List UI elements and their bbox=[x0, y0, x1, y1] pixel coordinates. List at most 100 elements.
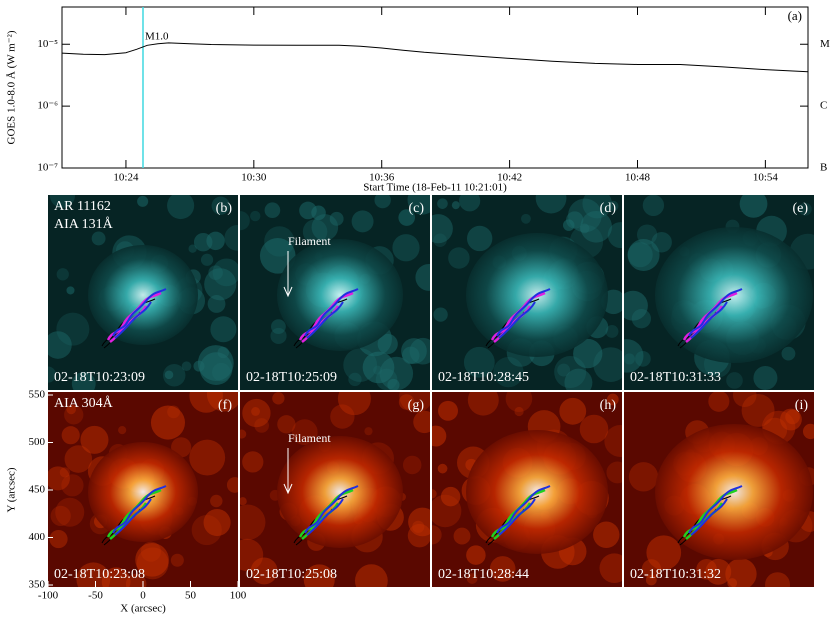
texture bbox=[203, 508, 231, 537]
y2-tick-label: M bbox=[820, 38, 830, 50]
texture bbox=[254, 418, 269, 433]
texture bbox=[651, 231, 672, 253]
contour bbox=[496, 288, 551, 339]
texture bbox=[48, 366, 57, 383]
texture bbox=[48, 331, 72, 359]
texture bbox=[559, 397, 587, 425]
texture bbox=[466, 545, 486, 565]
panel-label: (c) bbox=[408, 201, 424, 216]
texture bbox=[726, 372, 743, 389]
image-content bbox=[240, 195, 430, 390]
texture bbox=[392, 234, 420, 262]
image-panel: (g) 02-18T10:25:08 Filament bbox=[240, 392, 430, 587]
texture bbox=[624, 290, 648, 321]
texture bbox=[627, 239, 660, 271]
texture bbox=[250, 210, 261, 222]
texture bbox=[64, 405, 84, 425]
texture bbox=[466, 573, 478, 584]
texture bbox=[277, 415, 296, 434]
texture bbox=[118, 426, 127, 435]
texture bbox=[415, 263, 430, 291]
texture bbox=[240, 504, 266, 540]
plot-frame bbox=[61, 6, 809, 169]
texture bbox=[197, 345, 234, 381]
texture bbox=[271, 319, 286, 335]
texture bbox=[125, 573, 147, 587]
texture bbox=[163, 364, 186, 387]
texture bbox=[593, 521, 620, 548]
texture bbox=[802, 423, 814, 440]
y-tick-label: 450 bbox=[29, 484, 46, 496]
texture bbox=[408, 507, 430, 537]
texture bbox=[240, 429, 247, 439]
texture bbox=[448, 247, 470, 269]
x-tick-label: 10:42 bbox=[497, 172, 522, 184]
texture bbox=[226, 477, 238, 493]
image-content bbox=[48, 195, 238, 390]
texture bbox=[433, 233, 447, 247]
texture bbox=[259, 237, 296, 274]
texture bbox=[101, 567, 131, 587]
y-tick-label: 10⁻⁵ bbox=[37, 38, 58, 50]
texture bbox=[505, 392, 533, 413]
texture bbox=[137, 195, 149, 207]
active-region bbox=[88, 442, 198, 542]
texture bbox=[765, 572, 791, 587]
texture bbox=[167, 195, 195, 220]
texture bbox=[624, 339, 644, 373]
row-title: AIA 304Å bbox=[54, 395, 114, 411]
texture bbox=[433, 307, 448, 322]
contour bbox=[304, 485, 359, 536]
texture bbox=[210, 494, 223, 508]
image-content bbox=[624, 392, 814, 587]
texture bbox=[451, 201, 460, 210]
image-panel: (b) 02-18T10:23:09 bbox=[48, 195, 238, 390]
texture bbox=[607, 222, 622, 249]
annotation: Filament bbox=[288, 234, 331, 248]
image-panel: (e) 02-18T10:31:33 bbox=[624, 195, 814, 390]
texture bbox=[167, 405, 180, 419]
texture bbox=[599, 553, 622, 583]
texture bbox=[164, 370, 174, 380]
image-content bbox=[432, 392, 622, 587]
texture bbox=[739, 195, 768, 218]
texture bbox=[624, 353, 635, 365]
y-tick-label: 550 bbox=[29, 389, 46, 401]
image-content bbox=[624, 195, 814, 390]
arrow-head bbox=[283, 483, 293, 495]
texture bbox=[56, 312, 90, 346]
texture bbox=[646, 535, 682, 571]
texture bbox=[521, 213, 531, 224]
texture bbox=[514, 406, 524, 417]
texture bbox=[432, 425, 447, 447]
texture bbox=[440, 486, 461, 507]
texture bbox=[364, 427, 373, 436]
contour bbox=[112, 288, 167, 339]
texture bbox=[705, 558, 732, 585]
texture bbox=[635, 351, 651, 367]
texture bbox=[61, 426, 80, 445]
texture bbox=[732, 392, 757, 408]
texture bbox=[55, 497, 85, 527]
image-panel: (f) 02-18T10:23:08 bbox=[48, 392, 238, 587]
texture bbox=[240, 211, 250, 231]
texture bbox=[562, 219, 575, 231]
x-tick-label: 10:48 bbox=[625, 172, 651, 184]
texture bbox=[208, 265, 223, 280]
texture bbox=[753, 365, 778, 390]
panel-label: (i) bbox=[795, 398, 809, 413]
texture bbox=[463, 346, 495, 378]
y-tick-label: 400 bbox=[29, 531, 46, 543]
texture bbox=[91, 231, 106, 246]
contour bbox=[688, 288, 743, 339]
texture bbox=[580, 210, 612, 243]
panel-label: (a) bbox=[788, 8, 802, 23]
contour bbox=[496, 485, 551, 536]
timestamp: 02-18T10:31:32 bbox=[630, 567, 721, 582]
texture bbox=[437, 463, 448, 474]
texture bbox=[348, 372, 362, 387]
y-axis-title: Y (arcsec) bbox=[6, 467, 18, 512]
texture bbox=[438, 400, 458, 421]
texture bbox=[299, 201, 317, 220]
